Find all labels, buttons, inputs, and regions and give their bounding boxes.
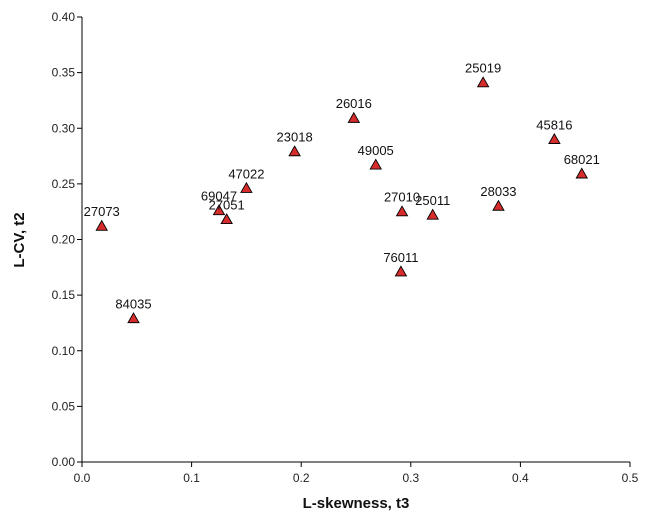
data-point-label: 28033 (480, 184, 516, 199)
data-point-label: 49005 (358, 143, 394, 158)
data-point-marker (347, 111, 361, 123)
data-point-label: 27073 (84, 204, 120, 219)
data-point-marker (95, 219, 109, 231)
data-point-label: 84035 (115, 296, 151, 311)
x-tick-label: 0.2 (293, 471, 310, 485)
data-point-marker (127, 312, 140, 324)
data-point-marker (492, 199, 505, 211)
data-point-label: 27051 (209, 197, 245, 212)
data-point-label: 76011 (383, 250, 418, 265)
y-axis-title: L-CV, t2 (11, 212, 28, 267)
axes (81, 17, 630, 463)
y-tick-label: 0.30 (52, 121, 76, 135)
data-point-label: 27010 (384, 190, 420, 205)
data-point-marker (476, 76, 490, 88)
data-point-label: 26016 (336, 96, 372, 111)
data-point-label: 47022 (228, 166, 264, 181)
data-point-marker (212, 204, 226, 216)
data-point-label: 23018 (277, 130, 313, 145)
y-tick-label: 0.40 (52, 10, 76, 24)
data-point-label: 68021 (564, 152, 600, 167)
x-tick-label: 0.4 (512, 471, 529, 485)
data-points (95, 76, 589, 324)
x-ticks: 0.0 0.1 0.2 0.3 0.4 0.5 (74, 462, 639, 485)
data-point-marker (395, 205, 409, 217)
data-point-marker (288, 145, 301, 157)
x-tick-label: 0.0 (74, 471, 91, 485)
data-point-marker (220, 213, 233, 225)
y-tick-label: 0.05 (52, 399, 76, 413)
data-point-label: 25019 (465, 61, 501, 76)
y-tick-label: 0.10 (52, 344, 76, 358)
data-point-marker (548, 132, 561, 144)
y-ticks: 0.00 0.05 0.10 0.15 0.20 0.25 0.30 0.35 0.40 (52, 10, 82, 469)
x-tick-label: 0.3 (402, 471, 419, 485)
y-tick-label: 0.35 (52, 66, 76, 80)
data-point-marker (240, 181, 253, 193)
point-labels: 25019 26016 45816 23018 49005 68021 47022 28033… (84, 61, 600, 312)
data-point-marker (369, 158, 383, 170)
data-point-marker (426, 208, 439, 220)
data-point-label: 25011 (415, 193, 450, 208)
data-point-label: 45816 (536, 117, 572, 132)
y-tick-label: 0.15 (52, 288, 76, 302)
data-point-marker (575, 167, 589, 179)
data-point-label: 69047 (201, 189, 237, 204)
data-point-marker (394, 265, 408, 277)
y-tick-label: 0.20 (52, 233, 76, 247)
y-tick-label: 0.00 (52, 455, 76, 469)
x-tick-label: 0.5 (622, 471, 639, 485)
x-axis-title: L-skewness, t3 (303, 495, 410, 512)
y-tick-label: 0.25 (52, 177, 76, 191)
x-tick-label: 0.1 (183, 471, 200, 485)
